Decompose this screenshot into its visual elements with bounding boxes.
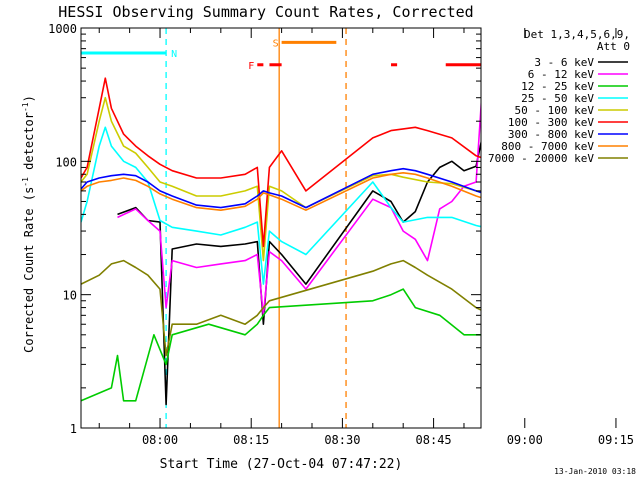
- series-line-3: [81, 126, 481, 285]
- y-tick-label-1: 10: [63, 289, 77, 303]
- flag-label-S: S: [273, 38, 279, 49]
- x-tick-label-3: 08:45: [416, 433, 452, 447]
- footer-timestamp: 13-Jan-2010 03:18: [554, 467, 636, 476]
- series-line-8: [81, 259, 481, 357]
- series-line-2: [81, 288, 481, 402]
- y-tick-label-3: 1000: [48, 22, 77, 36]
- x-tick-label-5: 09:15: [598, 433, 634, 447]
- plot-area: N S F: [81, 28, 481, 428]
- x-tick-label-0: 08:00: [142, 433, 178, 447]
- legend-label-2: 12 - 25 keV: [521, 80, 594, 93]
- plot-frame: [80, 27, 482, 429]
- flag-label-N: N: [171, 49, 177, 60]
- legend-header-detectors: Det 1,3,4,5,6,9,: [524, 28, 630, 41]
- axes: 1 10 100 1000 08:00 08:15 08:30 08:45 09:00 09:15: [48, 22, 634, 447]
- x-tick-label-2: 08:30: [324, 433, 360, 447]
- legend-label-1: 6 - 12 keV: [528, 68, 595, 81]
- chart-title: HESSI Observing Summary Count Rates, Cor…: [58, 3, 473, 21]
- y-label-sup1: -1: [21, 177, 30, 187]
- legend-label-5: 100 - 300 keV: [508, 116, 594, 129]
- x-tick-label-1: 08:15: [233, 433, 269, 447]
- y-label-mid: detector: [22, 112, 36, 177]
- legend-label-7: 800 - 7000 keV: [501, 140, 594, 153]
- series-line-0: [117, 139, 481, 406]
- y-label-end: ): [22, 95, 36, 102]
- y-axis-label: Corrected Count Rate (s-1 detector-1): [21, 95, 36, 353]
- series-line-1: [117, 94, 481, 317]
- series-line-4: [81, 96, 481, 262]
- legend-label-3: 25 - 50 keV: [521, 92, 594, 105]
- legend-label-0: 3 - 6 keV: [534, 56, 594, 69]
- series-line-7: [81, 172, 481, 211]
- legend-label-8: 7000 - 20000 keV: [488, 152, 594, 165]
- flag-label-F: F: [248, 61, 254, 72]
- svg-text:Corrected Count Rate (s-1 dete: Corrected Count Rate (s-1 detector-1): [21, 95, 36, 353]
- x-tick-label-4: 09:00: [507, 433, 543, 447]
- series-line-5: [81, 77, 481, 248]
- y-label-sup2: -1: [21, 102, 30, 112]
- y-tick-label-0: 1: [70, 422, 77, 436]
- y-label-main: Corrected Count Rate (s: [22, 187, 36, 353]
- x-axis-label: Start Time (27-Oct-04 07:47:22): [160, 457, 403, 472]
- y-tick-label-2: 100: [55, 155, 77, 169]
- legend-label-6: 300 - 800 keV: [508, 128, 594, 141]
- series-line-6: [81, 167, 481, 209]
- legend-header-attenuator: Att 0: [597, 40, 630, 53]
- legend-label-4: 50 - 100 keV: [515, 104, 595, 117]
